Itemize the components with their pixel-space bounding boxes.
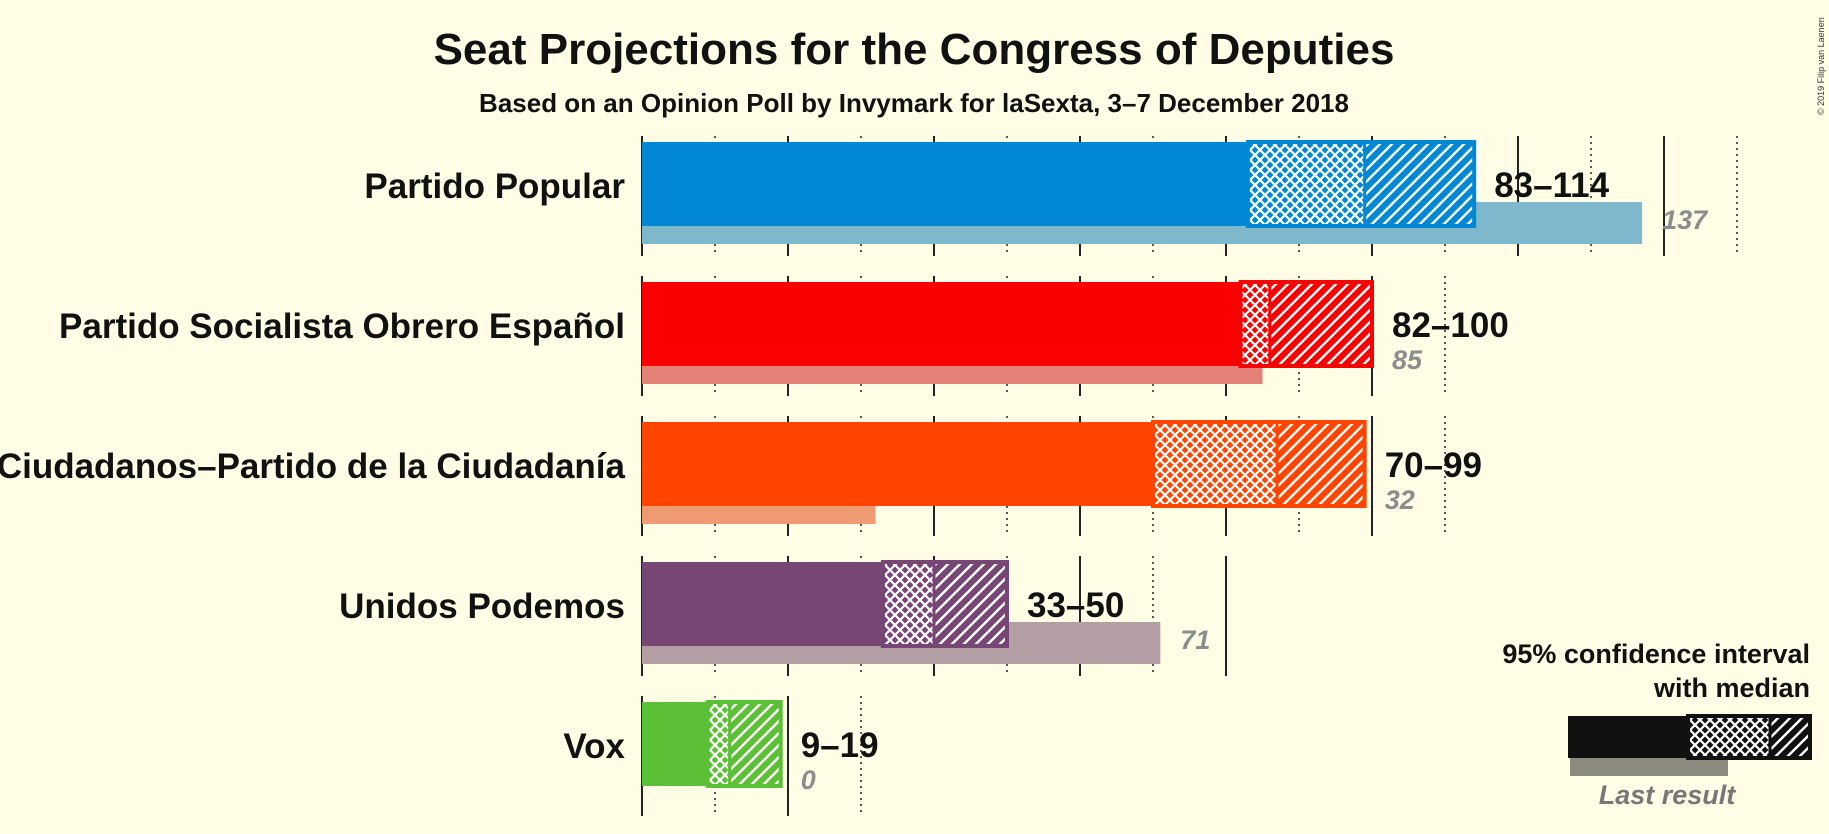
party-row: Ciudadanos–Partido de la Ciudadanía 70–99… bbox=[0, 420, 1482, 524]
last-result-label: 71 bbox=[1180, 625, 1210, 655]
interval-upper-hatch bbox=[1269, 282, 1372, 366]
bars-layer: Partido Popular 83–114 137 Partido Socialis… bbox=[0, 140, 1709, 795]
projection-solid-bar bbox=[642, 702, 708, 786]
range-label: 9–19 bbox=[801, 726, 879, 765]
interval-outline bbox=[880, 560, 1010, 648]
last-result-label: 137 bbox=[1662, 205, 1709, 235]
party-label: Partido Socialista Obrero Español bbox=[59, 307, 625, 346]
copyright-note: © 2019 Filip van Laenen bbox=[1816, 17, 1826, 115]
chart-title: Seat Projections for the Congress of Dep… bbox=[434, 25, 1395, 74]
interval-outline bbox=[1245, 140, 1477, 228]
range-label: 82–100 bbox=[1392, 306, 1509, 345]
party-row: Unidos Podemos 33–50 71 bbox=[339, 560, 1210, 664]
last-result-label: 32 bbox=[1385, 485, 1415, 515]
interval-outline bbox=[1238, 280, 1374, 368]
legend-interval-outline bbox=[1686, 714, 1812, 760]
interval-upper-hatch bbox=[1277, 422, 1365, 506]
party-row: Vox 9–190 bbox=[563, 700, 879, 795]
projection-solid-bar bbox=[642, 282, 1241, 366]
legend-diag-hatch bbox=[1770, 716, 1810, 758]
last-result-label: 0 bbox=[801, 765, 816, 795]
interval-upper-hatch bbox=[1364, 142, 1475, 226]
projection-solid-bar bbox=[642, 422, 1153, 506]
interval-outline bbox=[705, 700, 783, 788]
legend-line-1: 95% confidence interval bbox=[1502, 639, 1810, 669]
party-label: Ciudadanos–Partido de la Ciudadanía bbox=[0, 447, 626, 486]
party-row: Partido Popular 83–114 137 bbox=[364, 140, 1709, 244]
range-label: 70–99 bbox=[1385, 446, 1482, 485]
party-label: Vox bbox=[563, 727, 625, 766]
legend-last-result-label: Last result bbox=[1599, 780, 1737, 810]
range-label: 83–114 bbox=[1494, 166, 1609, 205]
legend-cross-hatch bbox=[1688, 716, 1770, 758]
interval-lower-hatch bbox=[1153, 422, 1278, 506]
legend-solid-swatch bbox=[1568, 716, 1688, 758]
legend-line-2: with median bbox=[1653, 673, 1810, 703]
interval-upper-hatch bbox=[934, 562, 1007, 646]
range-label: 33–50 bbox=[1027, 586, 1124, 625]
chart-subtitle: Based on an Opinion Poll by Invymark for… bbox=[479, 88, 1349, 118]
projection-solid-bar bbox=[642, 142, 1248, 226]
interval-lower-hatch bbox=[1240, 282, 1270, 366]
interval-outline bbox=[1151, 420, 1367, 508]
party-row: Partido Socialista Obrero Español 82–1008… bbox=[59, 280, 1509, 384]
party-label: Partido Popular bbox=[364, 167, 625, 206]
legend: 95% confidence interval with median Last… bbox=[1502, 639, 1812, 810]
projection-solid-bar bbox=[642, 562, 883, 646]
interval-lower-hatch bbox=[882, 562, 934, 646]
last-result-label: 85 bbox=[1392, 345, 1423, 375]
interval-upper-hatch bbox=[729, 702, 781, 786]
party-label: Unidos Podemos bbox=[339, 587, 625, 626]
interval-lower-hatch bbox=[707, 702, 730, 786]
interval-lower-hatch bbox=[1247, 142, 1365, 226]
